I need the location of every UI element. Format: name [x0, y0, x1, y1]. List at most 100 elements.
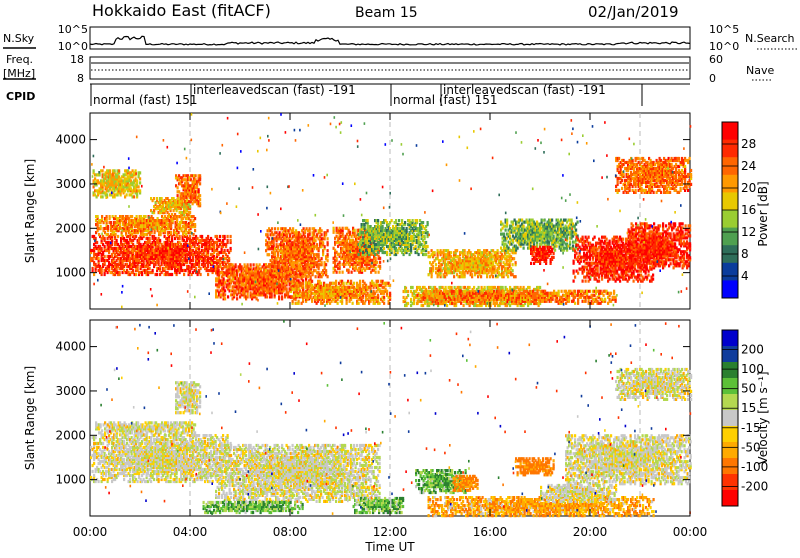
range-gate-cell: [96, 241, 98, 244]
range-gate-cell: [199, 194, 201, 197]
range-gate-cell: [193, 233, 195, 236]
range-gate-cell: [224, 289, 226, 292]
range-gate-cell: [376, 261, 378, 264]
range-gate-cell: [280, 273, 282, 276]
range-gate-cell: [247, 263, 249, 266]
cpid-segment-label: interleavedscan (fast) -191: [443, 83, 606, 97]
range-gate-cell: [114, 169, 116, 172]
range-gate-cell: [377, 251, 379, 254]
range-gate-cell: [339, 271, 341, 274]
range-gate-cell: [359, 280, 361, 283]
range-gate-cell: [236, 297, 238, 300]
range-gate-cell: [307, 275, 309, 278]
range-gate-cell: [375, 257, 377, 260]
range-gate-cell: [277, 227, 279, 230]
range-gate-cell: [118, 169, 120, 172]
nave-label: Nave: [746, 64, 774, 77]
range-gate-cell: [321, 257, 323, 260]
range-gate-cell: [93, 273, 95, 276]
range-gate-cell: [349, 231, 351, 234]
range-gate-cell: [292, 227, 294, 230]
range-gate-cell: [101, 215, 103, 218]
range-gate-cell: [235, 263, 237, 266]
range-gate-cell: [100, 225, 102, 228]
range-gate-cell: [377, 219, 379, 222]
range-gate-cell: [149, 267, 151, 270]
range-gate-cell: [383, 296, 385, 299]
range-gate-cell: [194, 223, 196, 226]
range-gate-cell: [416, 219, 418, 222]
range-gate-cell: [189, 205, 191, 208]
range-gate-cell: [321, 233, 323, 236]
range-gate-cell: [107, 225, 109, 228]
range-gate-cell: [170, 231, 172, 234]
range-gate-cell: [199, 182, 201, 185]
cpid-segment-label: normal (fast) 151: [93, 93, 197, 107]
range-gate-cell: [177, 194, 179, 197]
range-gate-cell: [422, 221, 424, 224]
range-gate-cell: [374, 253, 376, 256]
range-gate-cell: [97, 215, 99, 218]
range-gate-cell: [138, 185, 140, 188]
range-gate-cell: [199, 198, 201, 201]
range-gate-cell: [327, 229, 329, 232]
range-gate-cell: [325, 263, 327, 266]
freq-tick-top: 18: [70, 53, 84, 66]
range-gate-cell: [310, 275, 312, 278]
range-gate-cell: [386, 290, 388, 293]
range-gate-cell: [367, 219, 369, 222]
range-gate-cell: [316, 243, 318, 246]
range-gate-cell: [286, 287, 288, 290]
range-gate-cell: [325, 269, 327, 272]
range-gate-cell: [223, 277, 225, 280]
range-gate-cell: [224, 293, 226, 296]
range-gate-cell: [106, 215, 108, 218]
range-gate-cell: [171, 273, 173, 276]
range-gate-cell: [336, 257, 338, 260]
range-gate-cell: [107, 233, 109, 236]
range-gate-cell: [342, 271, 344, 274]
range-gate-cell: [362, 231, 364, 234]
cpid-segment-label: interleavedscan (fast) -191: [193, 83, 356, 97]
range-gate-cell: [186, 199, 188, 202]
range-gate-cell: [183, 197, 185, 200]
range-gate-cell: [102, 195, 104, 198]
range-gate-cell: [283, 273, 285, 276]
power-data-layer: [90, 113, 692, 309]
range-gate-cell: [183, 273, 185, 276]
range-gate-cell: [115, 233, 117, 236]
range-gate-cell: [156, 197, 158, 200]
range-gate-cell: [156, 273, 158, 276]
range-gate-cell: [398, 219, 400, 222]
range-gate-cell: [391, 219, 393, 222]
range-gate-cell: [135, 235, 137, 238]
range-gate-cell: [401, 219, 403, 222]
range-gate-cell: [207, 235, 209, 238]
range-gate-cell: [335, 280, 337, 283]
range-gate-cell: [207, 273, 209, 276]
range-gate-cell: [315, 229, 317, 232]
range-gate-cell: [145, 215, 147, 218]
range-gate-cell: [102, 169, 104, 172]
scatter-region: [95, 215, 196, 236]
scatter-region: [150, 197, 191, 216]
range-gate-cell: [358, 302, 360, 305]
nave-tick-top: 60: [709, 53, 723, 66]
range-gate-cell: [318, 253, 320, 256]
range-gate-cell: [136, 179, 138, 182]
range-gate-cell: [198, 188, 200, 191]
nsky-left-label: N.Sky: [3, 32, 35, 45]
range-gate-cell: [336, 271, 338, 274]
range-gate-cell: [404, 221, 406, 224]
range-gate-cell: [110, 221, 112, 224]
date-label: 02/Jan/2019: [588, 3, 679, 21]
range-gate-cell: [321, 229, 323, 232]
range-gate-cell: [139, 189, 141, 192]
range-gate-cell: [116, 239, 118, 242]
range-gate-cell: [126, 193, 128, 196]
range-gate-cell: [106, 193, 108, 196]
range-gate-cell: [195, 267, 197, 270]
range-gate-cell: [389, 284, 391, 287]
range-gate-cell: [253, 263, 255, 266]
